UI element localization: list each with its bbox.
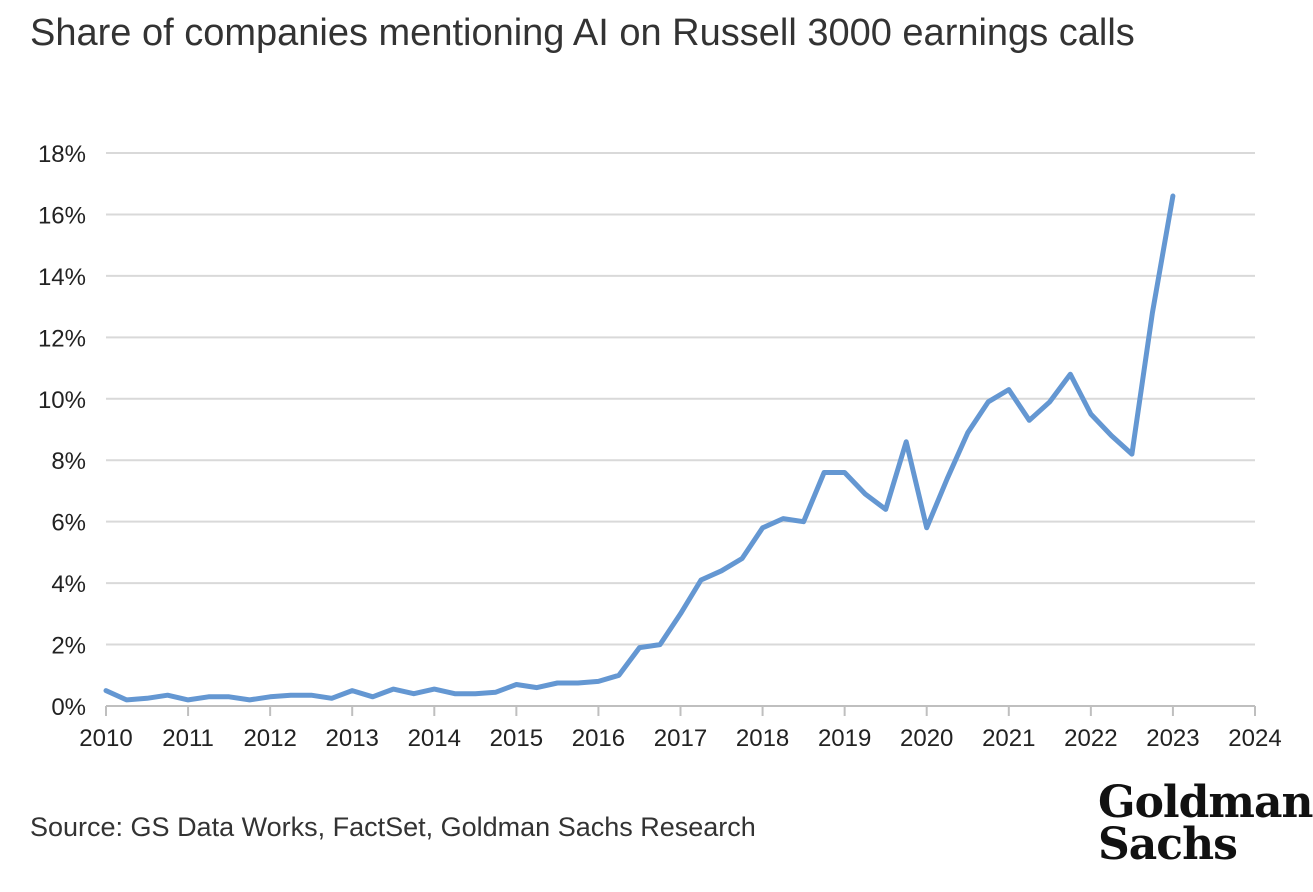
logo-line-2: Sachs [1098, 819, 1238, 870]
series-line [103, 193, 1176, 703]
x-tick-label: 2021 [982, 725, 1035, 752]
x-tick-label: 2010 [79, 725, 132, 752]
y-tick-label: 6% [51, 510, 86, 537]
x-tick-label: 2020 [900, 725, 953, 752]
x-tick-label: 2024 [1228, 725, 1281, 752]
y-tick-label: 18% [38, 141, 86, 168]
x-tick-label: 2018 [736, 725, 789, 752]
series-group [103, 193, 1176, 703]
line-chart: 0%2%4%6%8%10%12%14%16%18% 2010 2011 2012 20… [38, 141, 1282, 752]
x-tick-label: 2014 [408, 725, 461, 752]
y-tick-label: 12% [38, 325, 86, 352]
x-tick-label: 2011 [162, 725, 214, 752]
chart-title: Share of companies mentioning AI on Russ… [30, 12, 1135, 54]
goldman-sachs-logo: Goldman Sachs [1098, 777, 1313, 870]
y-tick-label: 4% [51, 571, 86, 598]
logo-line-1: Goldman [1098, 777, 1313, 828]
x-tick-label: 2012 [243, 725, 296, 752]
x-tick-label: 2023 [1146, 725, 1199, 752]
x-tick-label: 2022 [1064, 725, 1117, 752]
x-tick-label: 2013 [326, 725, 379, 752]
y-tick-label: 8% [51, 448, 86, 475]
y-tick-label: 10% [38, 387, 86, 414]
x-tick-label: 2019 [818, 725, 871, 752]
y-axis-ticks: 0% 2% 4% 6% 8% 10% 12% 14% 16% 18% [38, 141, 86, 721]
x-tick-label: 2015 [490, 725, 543, 752]
gridlines [106, 152, 1255, 707]
x-axis-ticks: 2010 2011 2012 2013 2014 2015 2016 2017 2018 2019… [79, 706, 1282, 752]
y-tick-label: 16% [38, 202, 86, 229]
source-note: Source: GS Data Works, FactSet, Goldman … [30, 812, 756, 842]
x-tick-label: 2017 [654, 725, 707, 752]
y-tick-label: 2% [51, 633, 86, 660]
y-tick-label: 0% [51, 694, 86, 721]
y-tick-label: 14% [38, 264, 86, 291]
x-tick-label: 2016 [572, 725, 625, 752]
